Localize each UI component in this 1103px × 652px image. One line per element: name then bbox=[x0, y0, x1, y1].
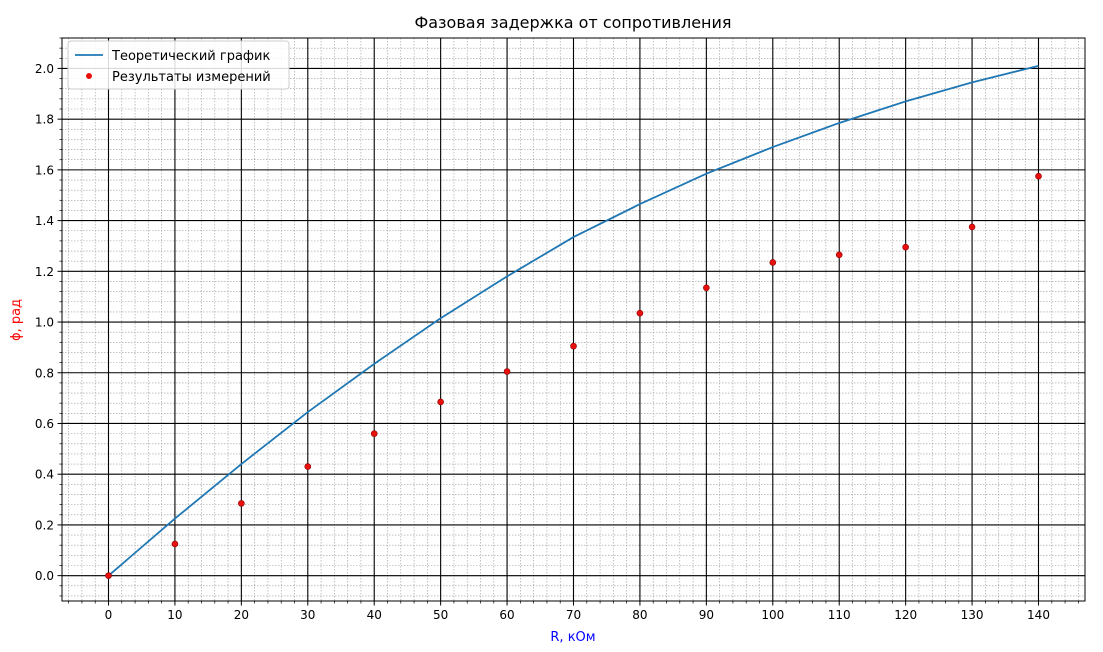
measurement-point bbox=[370, 430, 378, 437]
y-tick-label: 0.8 bbox=[35, 366, 54, 380]
y-tick-label: 1.8 bbox=[35, 113, 54, 127]
x-tick-label: 140 bbox=[1027, 608, 1050, 622]
theory-series bbox=[107, 65, 1039, 577]
measurement-point bbox=[105, 572, 112, 579]
x-tick-labels: 0 10 20 30 40 50 60 70 80 90 100 110 120 130 140 bbox=[105, 608, 1050, 622]
measurement-point bbox=[304, 463, 312, 470]
x-tick-label: 100 bbox=[761, 608, 784, 622]
measurement-point bbox=[1035, 172, 1042, 180]
measurement-point bbox=[902, 243, 909, 251]
chart-title: Фазовая задержка от сопротивления bbox=[414, 13, 731, 32]
axis-ticks bbox=[57, 37, 1079, 606]
y-tick-label: 0.4 bbox=[35, 468, 54, 482]
x-tick-label: 130 bbox=[961, 608, 984, 622]
legend-point-swatch bbox=[86, 73, 92, 79]
y-axis-label: ϕ, рад bbox=[9, 299, 24, 341]
x-tick-label: 30 bbox=[300, 608, 315, 622]
y-tick-label: 1.4 bbox=[35, 214, 54, 228]
x-tick-label: 70 bbox=[566, 608, 581, 622]
measurement-series bbox=[105, 172, 1042, 579]
measurement-point bbox=[171, 540, 179, 548]
y-tick-label: 2.0 bbox=[35, 62, 54, 76]
y-tick-labels: 0.0 0.2 0.4 0.6 0.8 1.0 1.2 1.4 1.6 1.8 2.0 bbox=[35, 62, 54, 583]
y-tick-label: 0.6 bbox=[35, 417, 54, 431]
measurement-point bbox=[769, 259, 777, 266]
x-tick-label: 60 bbox=[499, 608, 514, 622]
x-tick-label: 10 bbox=[167, 608, 182, 622]
y-tick-label: 1.0 bbox=[35, 316, 54, 330]
y-tick-label: 1.2 bbox=[35, 265, 54, 279]
legend: Теоретический график Результаты измерени… bbox=[67, 40, 290, 90]
x-tick-label: 110 bbox=[828, 608, 851, 622]
measurement-point bbox=[570, 342, 577, 350]
legend-entry-theory: Теоретический график bbox=[111, 49, 270, 64]
measurement-point bbox=[968, 223, 976, 231]
measurement-point bbox=[503, 368, 511, 375]
measurement-point bbox=[437, 398, 444, 406]
x-tick-label: 20 bbox=[234, 608, 249, 622]
y-tick-label: 0.2 bbox=[35, 518, 54, 532]
theory-line bbox=[107, 65, 1039, 577]
x-tick-label: 40 bbox=[367, 608, 382, 622]
legend-entry-measurements: Результаты измерений bbox=[112, 70, 271, 85]
x-axis-label: R, кОм bbox=[550, 630, 595, 645]
y-tick-label: 0.0 bbox=[35, 569, 54, 583]
legend-box bbox=[67, 40, 290, 90]
x-tick-label: 120 bbox=[894, 608, 917, 622]
x-tick-label: 90 bbox=[699, 608, 714, 622]
x-tick-label: 0 bbox=[105, 608, 113, 622]
measurement-point bbox=[835, 251, 843, 259]
measurement-point bbox=[703, 284, 710, 292]
measurement-point bbox=[238, 500, 245, 507]
major-grid bbox=[62, 38, 1085, 601]
x-tick-label: 50 bbox=[433, 608, 448, 622]
x-tick-label: 80 bbox=[632, 608, 647, 622]
y-tick-label: 1.6 bbox=[35, 163, 54, 177]
measurement-point bbox=[636, 309, 644, 317]
